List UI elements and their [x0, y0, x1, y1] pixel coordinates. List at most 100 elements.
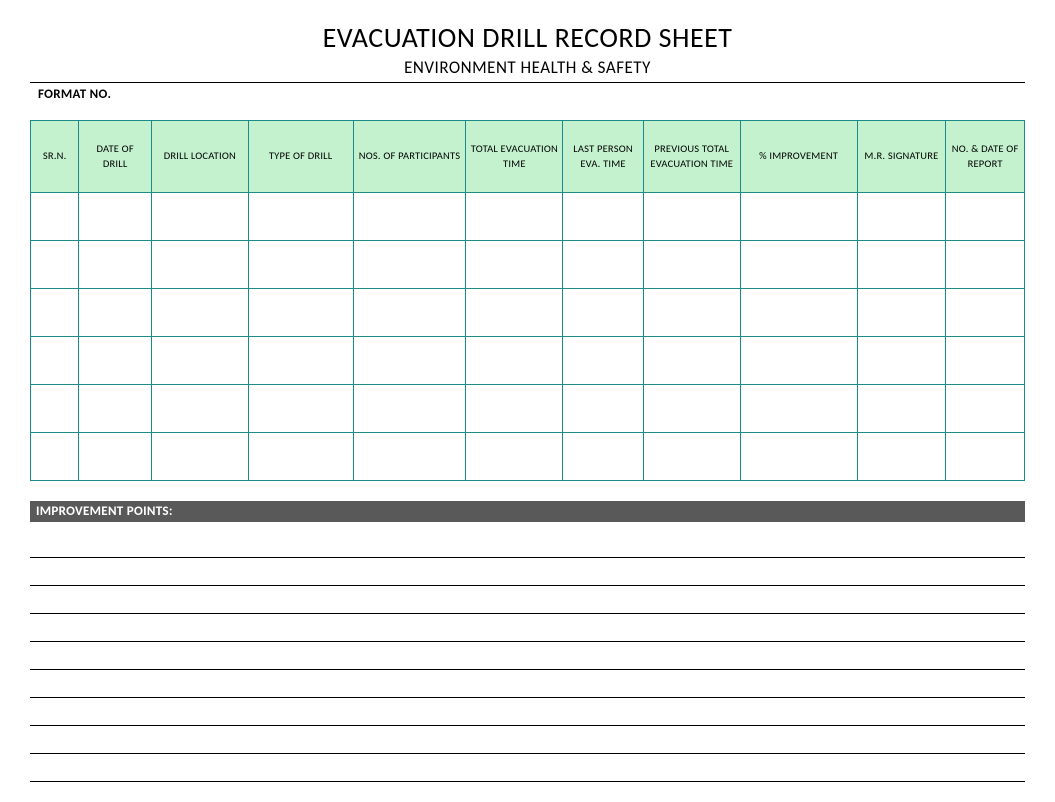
table-cell: [563, 241, 644, 289]
table-row: [31, 337, 1025, 385]
table-cell: [248, 433, 353, 481]
table-cell: [563, 289, 644, 337]
drill-record-table: SR.N.DATE OF DRILLDRILL LOCATIONTYPE OF …: [30, 120, 1025, 481]
table-header-cell: LAST PERSON EVA. TIME: [563, 121, 644, 193]
improvement-line: [30, 586, 1025, 614]
table-cell: [151, 289, 248, 337]
table-cell: [740, 433, 857, 481]
table-header-cell: M.R. SIGNATURE: [857, 121, 946, 193]
table-cell: [31, 241, 79, 289]
table-cell: [946, 193, 1025, 241]
table-cell: [946, 337, 1025, 385]
table-cell: [857, 289, 946, 337]
table-cell: [466, 337, 563, 385]
table-row: [31, 289, 1025, 337]
table-cell: [857, 385, 946, 433]
table-cell: [466, 193, 563, 241]
table-header-cell: NOS. OF PARTICIPANTS: [353, 121, 466, 193]
table-cell: [857, 337, 946, 385]
table-cell: [740, 385, 857, 433]
table-header-cell: NO. & DATE OF REPORT: [946, 121, 1025, 193]
table-cell: [79, 193, 152, 241]
table-cell: [151, 241, 248, 289]
table-header-cell: SR.N.: [31, 121, 79, 193]
table-cell: [946, 289, 1025, 337]
table-cell: [79, 337, 152, 385]
table-cell: [563, 193, 644, 241]
table-cell: [248, 289, 353, 337]
table-cell: [563, 337, 644, 385]
format-number-label: FORMAT NO.: [10, 87, 1045, 102]
table-cell: [643, 289, 740, 337]
table-cell: [31, 337, 79, 385]
table-cell: [151, 337, 248, 385]
improvement-line: [30, 530, 1025, 558]
page-title: EVACUATION DRILL RECORD SHEET: [10, 20, 1045, 57]
table-header-cell: TOTAL EVACUATION TIME: [466, 121, 563, 193]
table-row: [31, 433, 1025, 481]
table-cell: [79, 433, 152, 481]
improvement-lines: [30, 530, 1025, 782]
table-cell: [353, 241, 466, 289]
table-cell: [740, 337, 857, 385]
table-cell: [740, 193, 857, 241]
table-cell: [643, 337, 740, 385]
table-cell: [31, 289, 79, 337]
table-cell: [248, 193, 353, 241]
record-sheet: EVACUATION DRILL RECORD SHEET ENVIRONMEN…: [10, 20, 1045, 782]
page-subtitle: ENVIRONMENT HEALTH & SAFETY: [10, 57, 1045, 82]
improvement-heading: IMPROVEMENT POINTS:: [30, 501, 1025, 522]
improvement-line: [30, 642, 1025, 670]
table-cell: [353, 289, 466, 337]
table-cell: [151, 385, 248, 433]
table-cell: [946, 433, 1025, 481]
table-cell: [857, 241, 946, 289]
table-cell: [563, 433, 644, 481]
table-cell: [946, 241, 1025, 289]
table-cell: [466, 433, 563, 481]
table-cell: [31, 193, 79, 241]
table-cell: [643, 433, 740, 481]
table-cell: [643, 241, 740, 289]
improvement-line: [30, 670, 1025, 698]
improvement-line: [30, 754, 1025, 782]
table-cell: [151, 193, 248, 241]
table-header-row: SR.N.DATE OF DRILLDRILL LOCATIONTYPE OF …: [31, 121, 1025, 193]
table-cell: [353, 337, 466, 385]
table-cell: [151, 433, 248, 481]
table-row: [31, 385, 1025, 433]
table-cell: [563, 385, 644, 433]
table-cell: [946, 385, 1025, 433]
table-cell: [79, 241, 152, 289]
table-cell: [740, 241, 857, 289]
table-cell: [248, 337, 353, 385]
table-cell: [353, 433, 466, 481]
table-cell: [248, 241, 353, 289]
table-header-cell: PREVIOUS TOTAL EVACUATION TIME: [643, 121, 740, 193]
table-cell: [643, 385, 740, 433]
title-divider: [30, 82, 1025, 83]
table-cell: [31, 433, 79, 481]
table-cell: [857, 433, 946, 481]
table-cell: [466, 241, 563, 289]
table-cell: [353, 193, 466, 241]
improvement-line: [30, 726, 1025, 754]
table-cell: [857, 193, 946, 241]
table-row: [31, 193, 1025, 241]
table-header-cell: DRILL LOCATION: [151, 121, 248, 193]
table-cell: [466, 385, 563, 433]
table-cell: [466, 289, 563, 337]
table-header-cell: DATE OF DRILL: [79, 121, 152, 193]
improvement-line: [30, 614, 1025, 642]
table-cell: [79, 385, 152, 433]
table-cell: [248, 385, 353, 433]
improvement-line: [30, 698, 1025, 726]
table-cell: [31, 385, 79, 433]
table-cell: [740, 289, 857, 337]
table-cell: [79, 289, 152, 337]
table-header-cell: TYPE OF DRILL: [248, 121, 353, 193]
table-cell: [353, 385, 466, 433]
table-row: [31, 241, 1025, 289]
improvement-line: [30, 558, 1025, 586]
table-cell: [643, 193, 740, 241]
